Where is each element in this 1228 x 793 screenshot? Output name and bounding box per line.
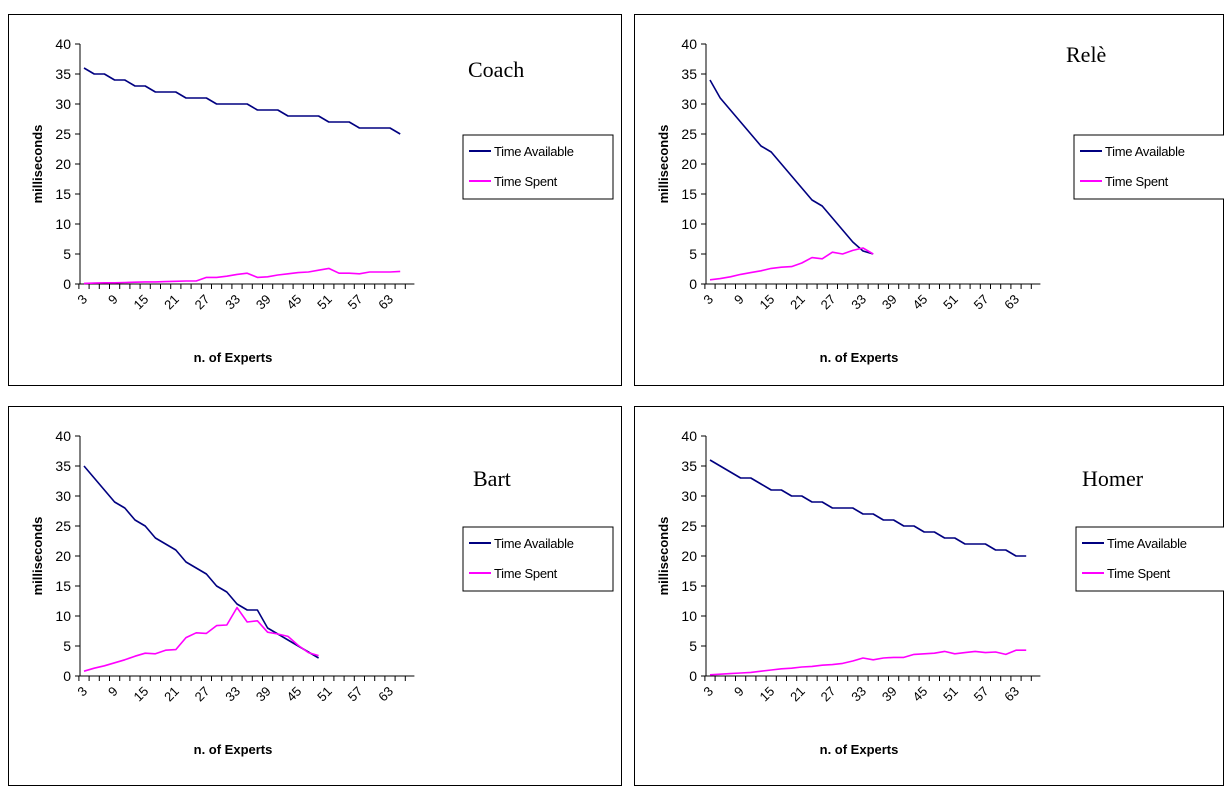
legend-label-time-spent: Time Spent xyxy=(1105,174,1169,189)
y-tick-label: 20 xyxy=(55,156,71,172)
legend-box xyxy=(1073,134,1224,200)
chart-title: Bart xyxy=(473,466,511,491)
legend: Time Available Time Spent xyxy=(462,526,614,592)
y-tick-label: 5 xyxy=(63,638,71,654)
y-tick-label: 30 xyxy=(681,96,697,112)
y-tick-label: 10 xyxy=(55,608,71,624)
y-tick-label: 20 xyxy=(55,548,71,564)
y-tick-label: 25 xyxy=(681,518,697,534)
y-axis-title: milliseconds xyxy=(30,125,45,204)
y-tick-label: 5 xyxy=(689,246,697,262)
chart-panel-bart: 0 5 10 15 20 25 30 35 40 3 9 15 21 27 33 39 45 51 57 63 mill… xyxy=(8,406,622,786)
legend-box xyxy=(1075,526,1224,592)
x-axis-title: n. of Experts xyxy=(194,742,273,757)
chart-panel-rele: 0 5 10 15 20 25 30 35 40 3 9 15 21 27 33 39 45 51 57 63 mill… xyxy=(634,14,1224,386)
chart-panel-coach: 0 5 10 15 20 25 30 35 40 3 9 15 21 27 33 39 45 51 57 63 mill… xyxy=(8,14,622,386)
y-tick-label: 15 xyxy=(55,578,71,594)
x-axis-title: n. of Experts xyxy=(820,350,899,365)
y-tick-label: 35 xyxy=(55,66,71,82)
y-tick-label: 0 xyxy=(63,668,71,684)
y-axis-title: milliseconds xyxy=(30,517,45,596)
chart-title: Homer xyxy=(1082,466,1144,491)
x-axis-title: n. of Experts xyxy=(820,742,899,757)
y-tick-label: 15 xyxy=(55,186,71,202)
y-tick-label: 5 xyxy=(63,246,71,262)
y-tick-label: 10 xyxy=(681,216,697,232)
series-time-spent-line xyxy=(709,247,874,281)
y-tick-label: 40 xyxy=(681,36,697,52)
y-tick-label: 15 xyxy=(681,578,697,594)
chart-title: Relè xyxy=(1066,42,1106,67)
legend: Time Available Time Spent xyxy=(462,134,614,200)
chart-panel-homer: 0 5 10 15 20 25 30 35 40 3 9 15 21 27 33 39 45 51 57 63 mill… xyxy=(634,406,1224,786)
y-tick-label: 0 xyxy=(689,276,697,292)
x-axis-title: n. of Experts xyxy=(194,350,273,365)
chart-frame xyxy=(8,406,622,786)
y-axis-title: milliseconds xyxy=(656,517,671,596)
chart-frame xyxy=(634,406,1224,786)
y-tick-label: 15 xyxy=(681,186,697,202)
y-axis-title: milliseconds xyxy=(656,125,671,204)
chart-title: Coach xyxy=(468,57,524,82)
y-tick-label: 35 xyxy=(55,458,71,474)
y-tick-label: 35 xyxy=(681,458,697,474)
legend-box xyxy=(462,526,614,592)
y-tick-label: 40 xyxy=(681,428,697,444)
legend-label-time-spent: Time Spent xyxy=(494,566,558,581)
chart-frame xyxy=(8,14,622,386)
legend-label-time-available: Time Available xyxy=(494,144,574,159)
y-tick-label: 35 xyxy=(681,66,697,82)
legend-label-time-available: Time Available xyxy=(1107,536,1187,551)
legend-label-time-spent: Time Spent xyxy=(494,174,558,189)
legend: Time Available Time Spent xyxy=(1075,526,1224,592)
y-tick-label: 30 xyxy=(55,96,71,112)
y-tick-label: 10 xyxy=(55,216,71,232)
series-time-available-line xyxy=(709,79,874,255)
y-tick-label: 0 xyxy=(63,276,71,292)
y-tick-label: 40 xyxy=(55,428,71,444)
legend: Time Available Time Spent xyxy=(1073,134,1224,200)
series-time-spent-line xyxy=(83,267,401,285)
series-time-spent-line xyxy=(83,606,319,672)
y-tick-label: 25 xyxy=(681,126,697,142)
y-tick-label: 20 xyxy=(681,156,697,172)
y-tick-label: 40 xyxy=(55,36,71,52)
series-time-available-line xyxy=(709,459,1027,557)
legend-box xyxy=(462,134,614,200)
series-time-available-line xyxy=(83,67,401,135)
y-tick-label: 0 xyxy=(689,668,697,684)
y-tick-label: 20 xyxy=(681,548,697,564)
y-tick-label: 30 xyxy=(55,488,71,504)
legend-label-time-available: Time Available xyxy=(494,536,574,551)
legend-label-time-spent: Time Spent xyxy=(1107,566,1171,581)
y-tick-label: 5 xyxy=(689,638,697,654)
series-time-spent-line xyxy=(709,649,1027,676)
y-tick-label: 30 xyxy=(681,488,697,504)
legend-label-time-available: Time Available xyxy=(1105,144,1185,159)
y-tick-label: 10 xyxy=(681,608,697,624)
y-tick-label: 25 xyxy=(55,518,71,534)
chart-frame xyxy=(634,14,1224,386)
y-tick-label: 25 xyxy=(55,126,71,142)
